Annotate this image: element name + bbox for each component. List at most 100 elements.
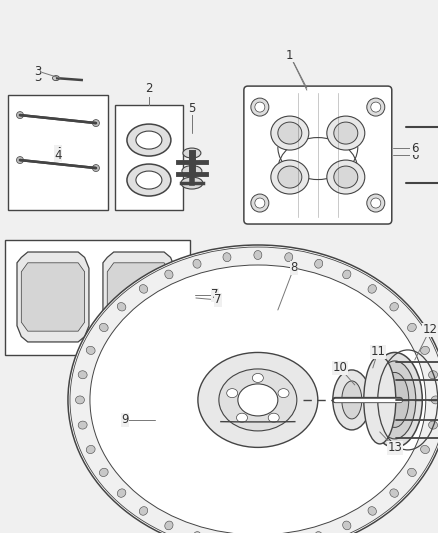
- Text: 3: 3: [34, 64, 42, 78]
- Ellipse shape: [99, 324, 108, 332]
- Ellipse shape: [182, 166, 202, 176]
- Ellipse shape: [343, 270, 351, 279]
- Circle shape: [92, 165, 99, 172]
- Ellipse shape: [238, 384, 278, 416]
- Ellipse shape: [183, 148, 201, 158]
- Ellipse shape: [86, 446, 95, 454]
- Ellipse shape: [314, 259, 323, 268]
- Ellipse shape: [127, 164, 171, 196]
- Ellipse shape: [368, 507, 376, 515]
- Circle shape: [17, 111, 24, 118]
- Text: 4: 4: [54, 146, 62, 158]
- Ellipse shape: [334, 122, 358, 144]
- Text: 9: 9: [121, 414, 129, 426]
- Ellipse shape: [327, 116, 365, 150]
- Text: 6: 6: [411, 142, 419, 155]
- Circle shape: [92, 119, 99, 126]
- Text: 5: 5: [188, 102, 196, 115]
- Polygon shape: [21, 263, 85, 331]
- Text: 3: 3: [34, 70, 42, 84]
- Ellipse shape: [420, 446, 430, 454]
- Ellipse shape: [78, 421, 87, 429]
- Ellipse shape: [252, 374, 263, 383]
- Ellipse shape: [285, 253, 293, 262]
- Ellipse shape: [86, 346, 95, 354]
- Ellipse shape: [139, 507, 148, 515]
- Circle shape: [255, 198, 265, 208]
- Ellipse shape: [78, 371, 87, 379]
- Circle shape: [255, 102, 265, 112]
- Circle shape: [251, 194, 269, 212]
- Ellipse shape: [75, 396, 85, 404]
- Ellipse shape: [271, 116, 309, 150]
- Ellipse shape: [390, 303, 399, 311]
- Ellipse shape: [219, 369, 297, 431]
- Ellipse shape: [165, 270, 173, 279]
- Ellipse shape: [395, 393, 405, 407]
- Ellipse shape: [327, 160, 365, 194]
- Ellipse shape: [198, 352, 318, 447]
- Circle shape: [371, 198, 381, 208]
- Ellipse shape: [334, 166, 358, 188]
- Ellipse shape: [68, 245, 438, 533]
- FancyBboxPatch shape: [244, 86, 392, 224]
- Ellipse shape: [364, 356, 396, 444]
- Ellipse shape: [181, 177, 203, 189]
- Text: 1: 1: [286, 49, 293, 62]
- Ellipse shape: [333, 370, 371, 430]
- Text: 12: 12: [422, 324, 437, 336]
- Polygon shape: [103, 252, 175, 342]
- Circle shape: [371, 102, 381, 112]
- Ellipse shape: [367, 352, 422, 447]
- Ellipse shape: [343, 521, 351, 530]
- Ellipse shape: [237, 413, 247, 422]
- Ellipse shape: [254, 251, 262, 260]
- Circle shape: [17, 157, 24, 164]
- Text: 2: 2: [145, 82, 153, 94]
- Ellipse shape: [278, 166, 302, 188]
- Text: 4: 4: [54, 149, 62, 161]
- Text: 2: 2: [145, 84, 153, 96]
- Ellipse shape: [420, 346, 430, 354]
- Ellipse shape: [127, 124, 171, 156]
- Circle shape: [367, 194, 385, 212]
- Text: 10: 10: [332, 361, 347, 375]
- Ellipse shape: [99, 469, 108, 477]
- Ellipse shape: [268, 413, 279, 422]
- Text: 7: 7: [214, 294, 222, 306]
- Ellipse shape: [278, 122, 302, 144]
- Ellipse shape: [136, 171, 162, 189]
- Ellipse shape: [227, 389, 238, 398]
- Ellipse shape: [136, 131, 162, 149]
- Ellipse shape: [428, 421, 438, 429]
- Ellipse shape: [278, 389, 289, 398]
- Circle shape: [367, 98, 385, 116]
- Text: 1: 1: [286, 49, 293, 62]
- Text: 8: 8: [290, 262, 297, 274]
- Text: 11: 11: [370, 345, 385, 359]
- Bar: [5, 240, 190, 355]
- Ellipse shape: [390, 489, 399, 497]
- Ellipse shape: [193, 531, 201, 533]
- Ellipse shape: [381, 373, 409, 427]
- Bar: [115, 105, 183, 210]
- Text: 13: 13: [387, 441, 402, 455]
- Ellipse shape: [193, 259, 201, 268]
- Polygon shape: [17, 252, 89, 342]
- Ellipse shape: [53, 76, 60, 80]
- Ellipse shape: [431, 396, 438, 404]
- Ellipse shape: [90, 265, 426, 533]
- Ellipse shape: [314, 531, 323, 533]
- Text: 3: 3: [34, 70, 42, 84]
- Ellipse shape: [368, 285, 376, 293]
- Ellipse shape: [342, 381, 362, 419]
- Ellipse shape: [374, 361, 416, 439]
- Polygon shape: [107, 263, 170, 331]
- Text: 7: 7: [211, 288, 219, 302]
- Text: 5: 5: [188, 102, 196, 115]
- Ellipse shape: [428, 371, 438, 379]
- Ellipse shape: [117, 303, 126, 311]
- Ellipse shape: [407, 324, 416, 332]
- Ellipse shape: [139, 285, 148, 293]
- Ellipse shape: [70, 247, 438, 533]
